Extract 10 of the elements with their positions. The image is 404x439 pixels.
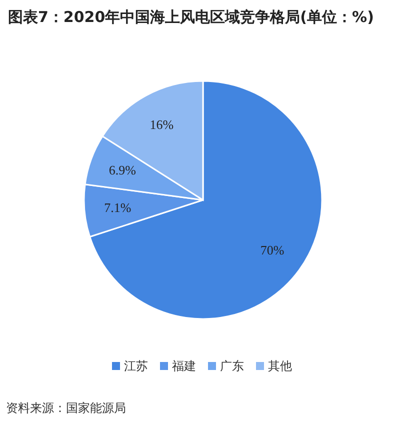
data-label: 70% xyxy=(260,242,284,258)
legend-label: 其他 xyxy=(268,359,292,373)
text: 资料来源：国家能源局 xyxy=(6,400,126,417)
legend-label: 广东 xyxy=(220,359,244,373)
data-label: 7.1% xyxy=(104,200,132,215)
data-label: 6.9% xyxy=(108,162,136,178)
legend-label: 福建 xyxy=(172,359,196,373)
legend-label: 江苏 xyxy=(124,359,148,373)
data-label: 16% xyxy=(150,116,174,132)
chart-title: 图表7：2020年中国海上风电区域竞争格局(单位：%) xyxy=(8,7,375,28)
